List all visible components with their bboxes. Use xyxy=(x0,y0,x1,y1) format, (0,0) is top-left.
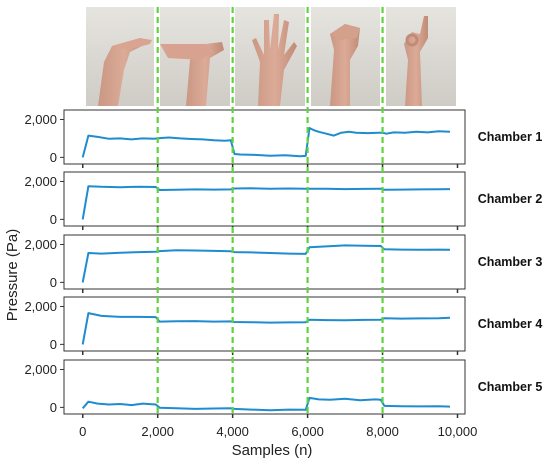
x-tick-label: 4,000 xyxy=(216,424,249,439)
y-tick-label: 2,000 xyxy=(24,112,57,127)
chamber-label: Chamber 1 xyxy=(478,130,543,144)
y-tick-label: 2,000 xyxy=(24,174,57,189)
chamber-label: Chamber 5 xyxy=(478,380,543,394)
x-tick-label: 6,000 xyxy=(291,424,324,439)
open-palm-photo xyxy=(235,7,305,106)
panel-3: 0 2,000 Chamber 3 xyxy=(24,234,543,293)
x-tick-label: 0 xyxy=(79,424,86,439)
panel-frame xyxy=(63,296,466,352)
hand-flexed-up-photo xyxy=(86,7,154,106)
x-axis-title: Samples (n) xyxy=(232,442,313,459)
y-tick-label: 0 xyxy=(50,212,57,227)
y-tick-label: 2,000 xyxy=(24,299,57,314)
x-tick-label: 8,000 xyxy=(366,424,399,439)
chamber-label: Chamber 2 xyxy=(478,192,543,206)
x-axis: 0 2,000 4,000 6,000 8,000 10,000 xyxy=(79,424,477,439)
series-line-3 xyxy=(81,244,451,283)
pinch-photo xyxy=(386,7,456,106)
y-axis-title: Pressure (Pa) xyxy=(4,229,21,322)
x-tick-label: 10,000 xyxy=(438,424,478,439)
panel-4: 0 2,000 Chamber 4 xyxy=(24,296,543,355)
y-tick-label: 2,000 xyxy=(24,237,57,252)
transition-lines xyxy=(156,7,384,414)
chamber-panels: 0 2,000 Chamber 1 0 2,000 Chamber 2 0 2,000 Cham… xyxy=(24,109,543,418)
y-tick-label: 2,000 xyxy=(24,362,57,377)
hand-flexed-down-photo xyxy=(160,7,230,106)
y-tick-label: 0 xyxy=(50,275,57,290)
panel-5: 0 2,000 Chamber 5 xyxy=(24,359,543,418)
panel-1: 0 2,000 Chamber 1 xyxy=(24,109,543,168)
y-tick-label: 0 xyxy=(50,150,57,165)
y-tick-label: 0 xyxy=(50,400,57,415)
y-tick-label: 0 xyxy=(50,337,57,352)
series-line-5 xyxy=(81,396,451,412)
gesture-photos xyxy=(86,7,456,106)
x-tick-label: 2,000 xyxy=(141,424,174,439)
chamber-label: Chamber 3 xyxy=(478,255,543,269)
fist-photo xyxy=(311,7,380,106)
series-line-2 xyxy=(81,185,451,220)
panel-frame xyxy=(63,171,466,227)
chamber-label: Chamber 4 xyxy=(478,317,543,331)
panel-frame xyxy=(63,234,466,290)
series-line-4 xyxy=(81,312,451,345)
panel-2: 0 2,000 Chamber 2 xyxy=(24,171,543,230)
